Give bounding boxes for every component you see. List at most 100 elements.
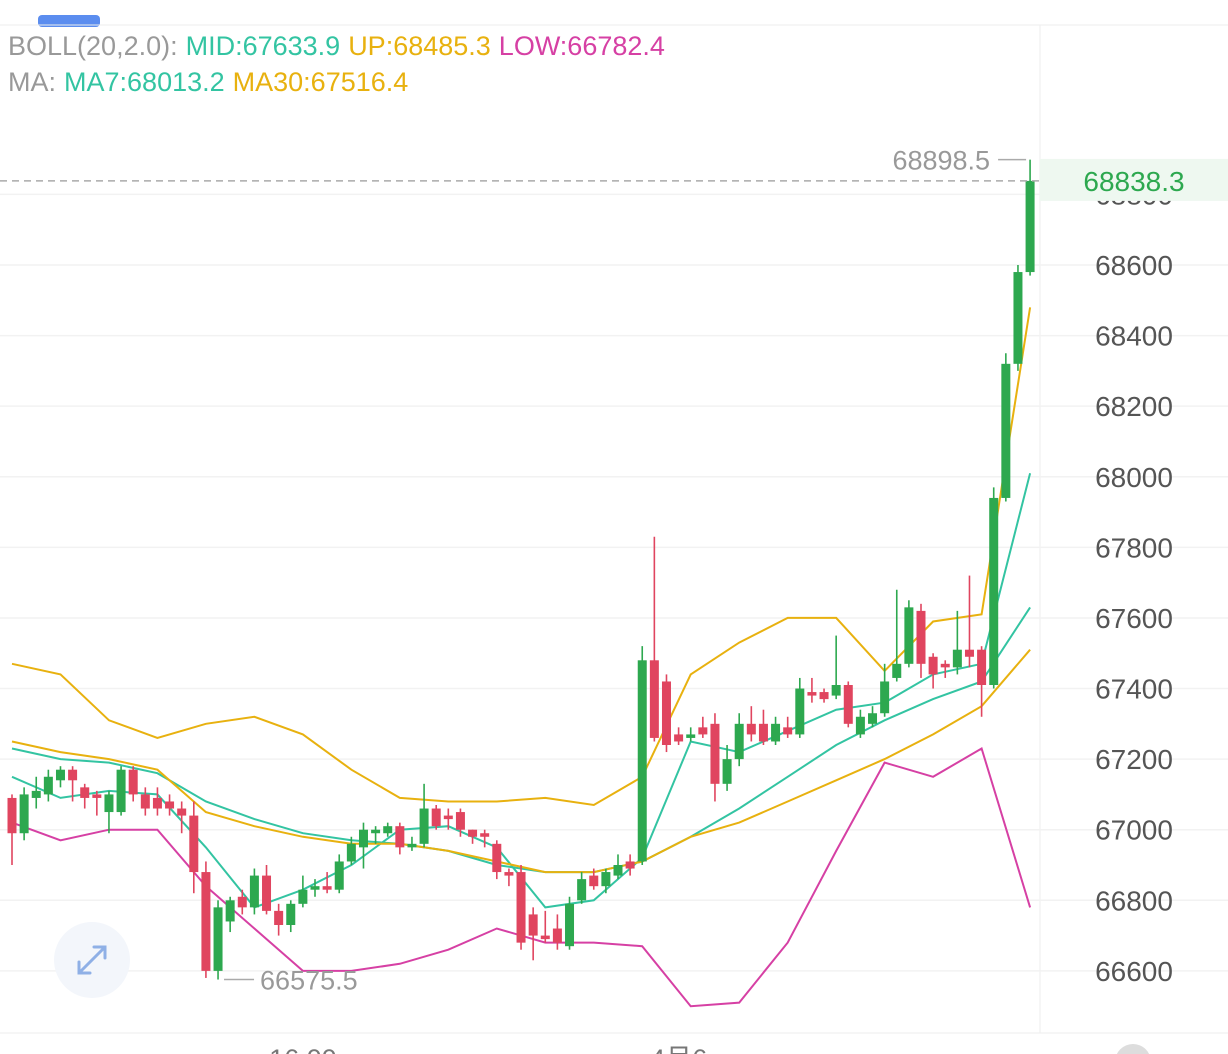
candle-body: [783, 727, 793, 735]
candle-body: [334, 861, 344, 890]
legend-ma: MA: MA7:68013.2 MA30:67516.4: [8, 67, 408, 97]
legend-boll: BOLL(20,2.0): MID:67633.9 UP:68485.3 LOW:66…: [8, 31, 665, 61]
x-tick-label: 16:00: [269, 1044, 337, 1054]
candle-body: [237, 896, 247, 908]
candle-body: [868, 713, 878, 724]
candle-body: [189, 815, 199, 873]
legend-entry: MID:67633.9: [186, 31, 341, 61]
candle-body: [577, 879, 587, 901]
candle-body: [298, 889, 308, 904]
candle-body: [843, 685, 853, 724]
candle-body: [165, 801, 175, 809]
candle-body: [19, 794, 29, 834]
candle-body: [262, 875, 272, 911]
candle-body: [952, 649, 962, 668]
candle-body: [213, 907, 223, 971]
candle-body: [274, 910, 284, 925]
corner-button[interactable]: [1115, 1044, 1151, 1054]
y-tick-label: 68400: [1095, 321, 1173, 352]
candle-body: [565, 903, 575, 947]
y-tick-label: 67200: [1095, 744, 1173, 775]
candle-body: [116, 769, 126, 813]
candle-body: [892, 663, 902, 678]
candle-body: [68, 769, 78, 781]
candle-body: [201, 872, 211, 971]
candle-body: [383, 826, 393, 834]
candle-body: [371, 829, 381, 834]
candle-body: [928, 656, 938, 675]
candle-body: [431, 808, 441, 827]
candle-body: [346, 843, 356, 862]
candle-body: [601, 872, 611, 887]
candle-body: [819, 692, 829, 700]
legend-group-title: BOLL(20,2.0):: [8, 31, 178, 61]
candle-body: [1025, 180, 1035, 273]
legend-entry: MA30:67516.4: [233, 67, 409, 97]
candle-body: [92, 794, 102, 798]
candle-body: [7, 797, 17, 834]
legend-group-title: MA:: [8, 67, 56, 97]
candle-body: [310, 886, 320, 890]
annotation-label: 68898.5: [892, 146, 990, 176]
candle-body: [698, 727, 708, 735]
candle-body: [613, 865, 623, 876]
candle-body: [1013, 272, 1023, 364]
legend-entry: MA7:68013.2: [64, 67, 225, 97]
candle-body: [649, 660, 659, 738]
candle-body: [1001, 363, 1011, 498]
candle-body: [504, 872, 514, 876]
candle-body: [443, 815, 453, 820]
candle-body: [977, 649, 987, 685]
candle-body: [540, 935, 550, 940]
candle-body: [661, 681, 671, 745]
candle-body: [322, 886, 332, 890]
tab-indicator: [38, 15, 100, 27]
y-tick-label: 67600: [1095, 603, 1173, 634]
y-tick-label: 66800: [1095, 885, 1173, 916]
candle-body: [916, 610, 926, 664]
candle-body: [855, 716, 865, 735]
expand-button[interactable]: [54, 922, 130, 998]
candle-body: [128, 769, 138, 795]
indicator-line: [11, 606, 1031, 874]
candle-body: [225, 900, 235, 922]
grid: [0, 193, 1228, 972]
y-tick-label: 67400: [1095, 674, 1173, 705]
y-tick-label: 66600: [1095, 956, 1173, 987]
indicator-line: [11, 307, 1032, 807]
candle-body: [795, 688, 805, 735]
candle-body: [686, 734, 696, 738]
candle-body: [625, 861, 635, 869]
candle-body: [43, 776, 53, 795]
candle-body: [177, 808, 187, 816]
candle-body: [528, 914, 538, 936]
candle-body: [637, 660, 647, 862]
candle-body: [552, 928, 562, 943]
y-tick-label: 67800: [1095, 532, 1173, 563]
candle-body: [807, 692, 817, 696]
candle-body: [734, 723, 744, 760]
legend-entry: LOW:66782.4: [499, 31, 665, 61]
candle-body: [407, 843, 417, 848]
candle-body: [589, 875, 599, 887]
candle-body: [722, 759, 732, 784]
candle-body: [455, 812, 465, 830]
y-tick-label: 68600: [1095, 250, 1173, 281]
candle-body: [771, 723, 781, 742]
candle-body: [249, 875, 259, 908]
candle-body: [964, 649, 974, 657]
candle-body: [880, 681, 890, 714]
y-tick-label: 67000: [1095, 815, 1173, 846]
labels: 66600 66800 67000 67200 67400 67600 67800 68000…: [224, 146, 1228, 1054]
last-price-label: 68838.3: [1083, 166, 1184, 197]
legend-entry: UP:68485.3: [348, 31, 491, 61]
candle-body: [904, 607, 914, 664]
x-tick-label: 4月6: [650, 1044, 707, 1054]
candle-body: [286, 903, 296, 925]
candle-body: [989, 497, 999, 685]
indicator-line: [11, 472, 1032, 909]
candle-body: [358, 829, 368, 848]
candle-body: [419, 808, 429, 844]
last-price-box: [1040, 158, 1228, 201]
